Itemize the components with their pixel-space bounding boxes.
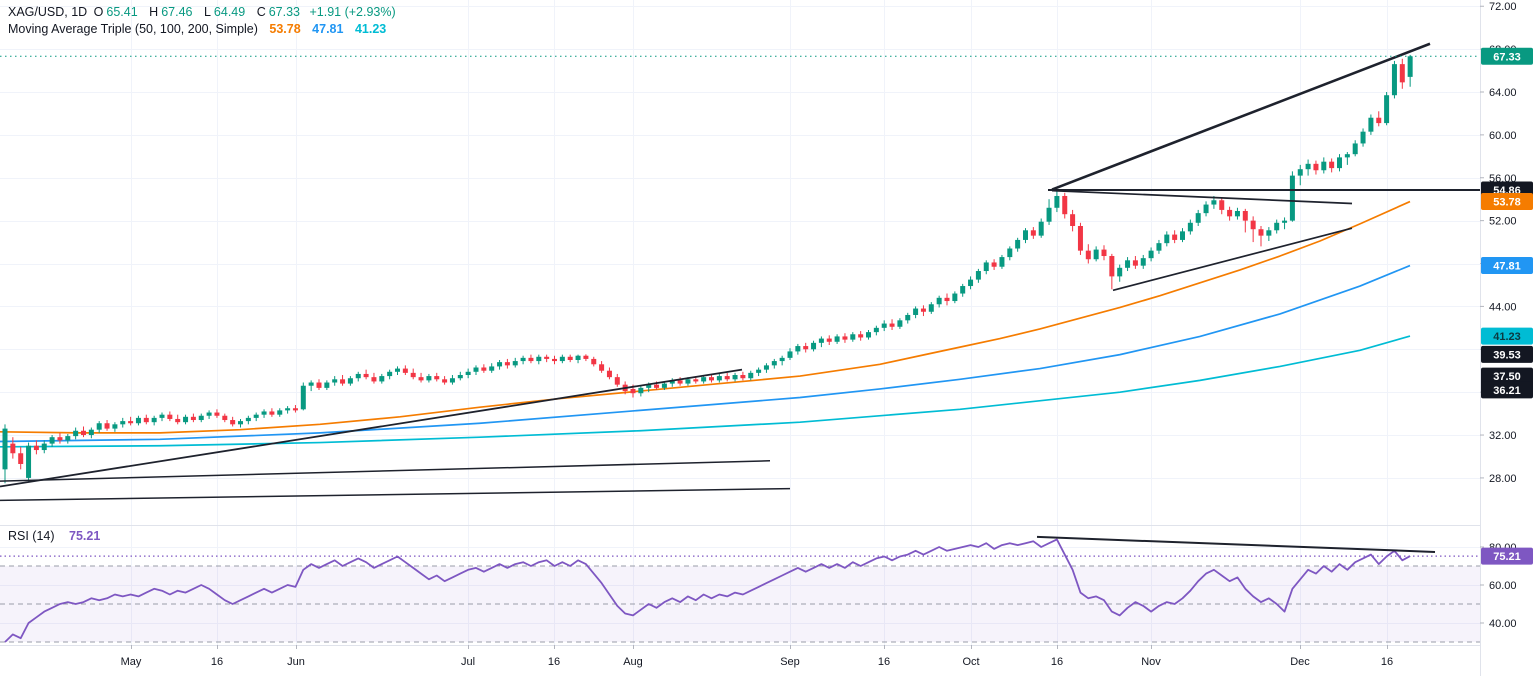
axis-price-label-text: 37.50 <box>1493 371 1521 383</box>
ma100-value: 47.81 <box>312 22 344 36</box>
open-label: O <box>93 5 104 19</box>
price-tick-label: 64.00 <box>1489 87 1517 99</box>
ma-indicator-legend[interactable]: Moving Average Triple (50, 100, 200, Sim… <box>8 22 389 36</box>
trendline-old-resistance-1 <box>0 460 771 482</box>
time-tick-label: 16 <box>211 656 223 668</box>
time-tick-label: May <box>121 656 142 668</box>
axis-price-label-37.50 <box>1481 367 1533 385</box>
time-tick-label: 16 <box>1051 656 1063 668</box>
change-value: +1.91 (+2.93%) <box>309 5 396 19</box>
ma-indicator-title: Moving Average Triple (50, 100, 200, Sim… <box>8 22 258 36</box>
high-value: 67.46 <box>161 5 193 19</box>
rsi-indicator-legend[interactable]: RSI (14) 75.21 <box>8 529 103 543</box>
trendline-long-uptrend <box>0 368 743 488</box>
price-tick-label: 52.00 <box>1489 216 1517 228</box>
axis-price-label-47.81 <box>1481 257 1533 275</box>
time-tick-label: Dec <box>1290 656 1310 668</box>
price-tick-label: 32.00 <box>1489 430 1517 442</box>
price-tick-label: 60.00 <box>1489 130 1517 142</box>
open-value: 65.41 <box>106 5 138 19</box>
symbol-legend[interactable]: XAG/USD, 1D O 65.41 H 67.46 L 64.49 C 67.33 … <box>8 5 399 19</box>
axis-price-label-67.33 <box>1481 47 1533 65</box>
axis-price-label-text: 41.23 <box>1493 331 1521 343</box>
time-tick-label: Aug <box>623 656 643 668</box>
trendline-rising-support <box>1112 227 1353 292</box>
time-tick-label: Jul <box>461 656 475 668</box>
low-label: L <box>203 5 211 19</box>
close-label: C <box>256 5 266 19</box>
trendline-ascending-resistance <box>1051 42 1431 191</box>
price-tick-label: 44.00 <box>1489 301 1517 313</box>
axis-price-label-41.23 <box>1481 327 1533 345</box>
high-label: H <box>149 5 159 19</box>
ma50-value: 53.78 <box>269 22 301 36</box>
candlesticks[interactable] <box>2 54 1413 484</box>
axis-price-label-text: 67.33 <box>1493 51 1521 63</box>
ma200-line[interactable] <box>0 335 1411 448</box>
axis-price-label-text: 36.21 <box>1493 385 1521 397</box>
time-tick-label: Sep <box>780 656 800 668</box>
axis-price-label-75.21 <box>1481 547 1533 565</box>
axis-price-label-36.21 <box>1481 381 1533 399</box>
time-tick-label: Oct <box>962 656 979 668</box>
time-tick-label: 16 <box>878 656 890 668</box>
rsi-trendline-rsi-divergence <box>1036 535 1436 553</box>
ma200-value: 41.23 <box>354 22 387 36</box>
axis-price-label-39.53 <box>1481 345 1533 363</box>
time-tick-label: Nov <box>1141 656 1161 668</box>
low-value: 64.49 <box>213 5 246 19</box>
rsi-value: 75.21 <box>69 529 101 543</box>
ma50-line[interactable] <box>0 200 1411 434</box>
symbol-name: XAG/USD, 1D <box>8 5 88 19</box>
price-tick-label: 72.00 <box>1489 1 1517 13</box>
trendline-neckline <box>1051 189 1353 205</box>
trendline-old-resistance-2 <box>0 487 791 502</box>
close-value: 67.33 <box>268 5 300 19</box>
axis-price-label-text: 47.81 <box>1493 261 1521 273</box>
axis-price-label-text: 53.78 <box>1493 197 1521 209</box>
axis-price-label-text: 39.53 <box>1493 349 1521 361</box>
axis-price-label-53.78 <box>1481 193 1533 211</box>
rsi-line[interactable] <box>4 538 1411 643</box>
rsi-tick-label: 40.00 <box>1489 618 1517 630</box>
axis-price-label-text: 75.21 <box>1493 551 1521 563</box>
time-tick-label: 16 <box>1381 656 1393 668</box>
time-tick-label: Jun <box>287 656 305 668</box>
price-tick-label: 28.00 <box>1489 473 1517 485</box>
time-tick-label: 16 <box>548 656 560 668</box>
rsi-tick-label: 60.00 <box>1489 580 1517 592</box>
rsi-indicator-title: RSI (14) <box>8 529 55 543</box>
